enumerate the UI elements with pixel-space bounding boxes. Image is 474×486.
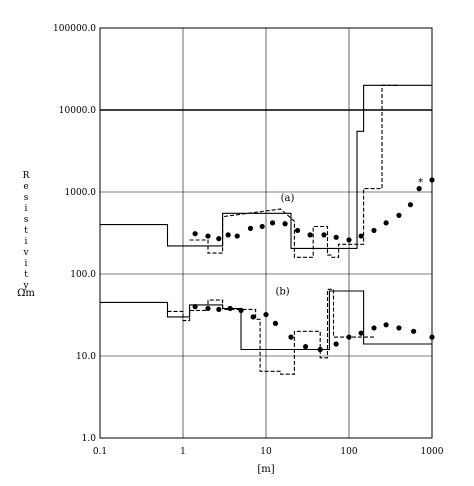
data-point — [288, 334, 294, 340]
data-point — [234, 233, 240, 239]
data-point — [247, 225, 254, 231]
series-0-line — [100, 84, 432, 249]
y-tick-label-0: 1.0 — [82, 434, 97, 444]
data-point — [294, 227, 301, 234]
y-axis-label-char: e — [23, 182, 28, 192]
y-tick-label-1: 10.0 — [76, 352, 96, 362]
annotation-0: (a) — [281, 193, 295, 204]
x-tick-labels: 0.1 1 10 100 1000 — [93, 447, 444, 457]
data-point — [358, 330, 364, 336]
y-axis-label-char: v — [22, 248, 29, 258]
data-point — [272, 320, 279, 326]
data-point — [346, 334, 352, 340]
series-2-points — [192, 177, 435, 243]
annotation-2: * — [418, 178, 423, 189]
series-layer — [100, 84, 435, 375]
x-axis-label: [m] — [257, 464, 274, 475]
data-point — [192, 304, 198, 310]
data-point — [371, 325, 377, 331]
y-axis-label-char: s — [24, 215, 29, 225]
data-point — [358, 233, 364, 239]
x-tick-label-2: 10 — [260, 447, 272, 457]
y-axis-label-char: i — [25, 204, 28, 214]
data-point — [307, 232, 313, 238]
series-1-line — [189, 84, 399, 258]
annotation-1: (b) — [275, 287, 289, 298]
data-point — [216, 306, 222, 313]
y-axis-label-char: R — [23, 171, 30, 181]
data-point — [371, 227, 377, 234]
plot-frame — [99, 27, 433, 439]
data-point — [216, 236, 222, 242]
data-point — [407, 202, 414, 208]
y-axis-label-char: i — [25, 259, 28, 269]
data-point — [225, 232, 231, 238]
y-tick-label-4: 10000.0 — [59, 106, 96, 116]
y-tick-label-3: 1000.0 — [65, 188, 97, 198]
x-tick-label-0: 0.1 — [93, 447, 107, 457]
y-tick-label-5: 100000.0 — [53, 24, 96, 34]
data-point — [383, 322, 389, 328]
data-point — [250, 314, 256, 320]
data-point — [333, 234, 339, 240]
y-axis-label-char: i — [25, 237, 28, 247]
data-point — [317, 346, 323, 353]
y-tick-label-2: 100.0 — [70, 270, 96, 280]
data-point — [227, 305, 233, 312]
data-point — [259, 223, 265, 230]
series-4-line — [167, 288, 374, 375]
data-point — [333, 341, 339, 347]
data-point — [303, 344, 309, 350]
data-point — [429, 334, 435, 340]
y-axis-label-char: t — [24, 270, 28, 280]
data-point — [396, 325, 402, 331]
data-point — [383, 220, 389, 226]
y-axis-unit: Ωm — [17, 288, 35, 299]
y-axis-label-char: s — [24, 193, 29, 203]
data-point — [269, 220, 276, 226]
data-point — [321, 232, 327, 238]
x-tick-label-3: 100 — [340, 447, 357, 457]
data-point — [192, 231, 198, 237]
data-point — [346, 237, 352, 243]
x-tick-label-1: 1 — [180, 447, 186, 457]
data-point — [410, 328, 417, 334]
y-axis-label-char: y — [22, 281, 29, 291]
data-point — [396, 212, 402, 218]
data-point — [429, 177, 435, 183]
y-tick-labels: 1.0 10.0 100.0 1000.0 10000.0 100000.0 — [53, 24, 96, 444]
data-point — [282, 221, 288, 227]
data-point — [205, 305, 211, 312]
series-5-points — [192, 304, 435, 353]
annotations: (a) (b) * — [275, 178, 423, 298]
data-point — [263, 311, 269, 318]
y-axis-label-char: t — [24, 226, 28, 236]
data-point — [416, 186, 422, 192]
data-point — [205, 233, 211, 239]
data-point — [238, 307, 244, 313]
x-tick-label-4: 1000 — [421, 447, 444, 457]
